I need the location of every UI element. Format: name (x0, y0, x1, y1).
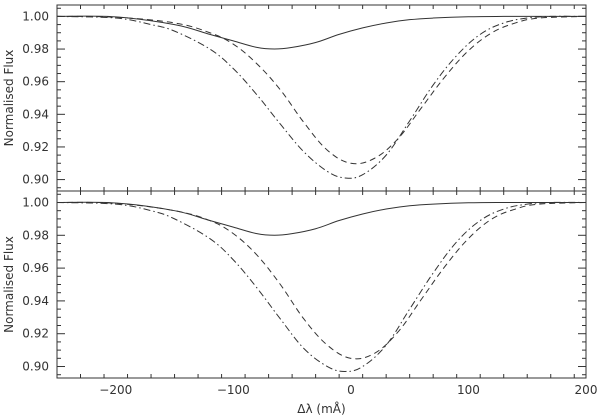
y-tick-label: 0.92 (22, 327, 49, 341)
x-tick-label: 200 (575, 383, 598, 397)
y-tick-label: 0.96 (22, 261, 49, 275)
x-axis-title: Δλ (mÅ) (297, 401, 345, 416)
series-line-solid (56, 15, 586, 50)
y-axis-title: Normalised Flux (2, 236, 16, 333)
x-tick-label: 0 (347, 383, 355, 397)
series-line-dashed (56, 15, 587, 165)
x-tick-label: −200 (99, 383, 132, 397)
y-tick-label: 0.92 (22, 140, 49, 154)
x-tick-label: −100 (217, 383, 250, 397)
y-tick-label: 0.98 (22, 228, 49, 242)
y-tick-label: 1.00 (22, 195, 49, 209)
panel-1: 0.90 0.92 0.94 0.96 0.98 1.00 Normalised Flux (2, 4, 587, 192)
series-line-dashdot (56, 201, 587, 372)
y-axis-title: Normalised Flux (2, 50, 16, 147)
y-tick-label: 0.96 (22, 75, 49, 89)
y-tick-label: 0.90 (22, 173, 49, 187)
y-tick-label: 1.00 (22, 9, 49, 23)
series-line-dashdot (56, 15, 587, 179)
y-tick-label: 0.90 (22, 360, 49, 374)
x-tick-label: 100 (457, 383, 480, 397)
y-tick-label: 0.94 (22, 107, 49, 121)
panel-2: −200 −100 0 100 200 0.90 0.92 0.94 0.96 0.98 1.00 N… (2, 190, 598, 416)
y-tick-label: 0.98 (22, 42, 49, 56)
y-tick-label: 0.94 (22, 294, 49, 308)
series-line-dashed (56, 201, 587, 360)
series-line-solid (56, 201, 586, 236)
plot-frame (56, 190, 587, 379)
plot-frame (56, 4, 587, 192)
